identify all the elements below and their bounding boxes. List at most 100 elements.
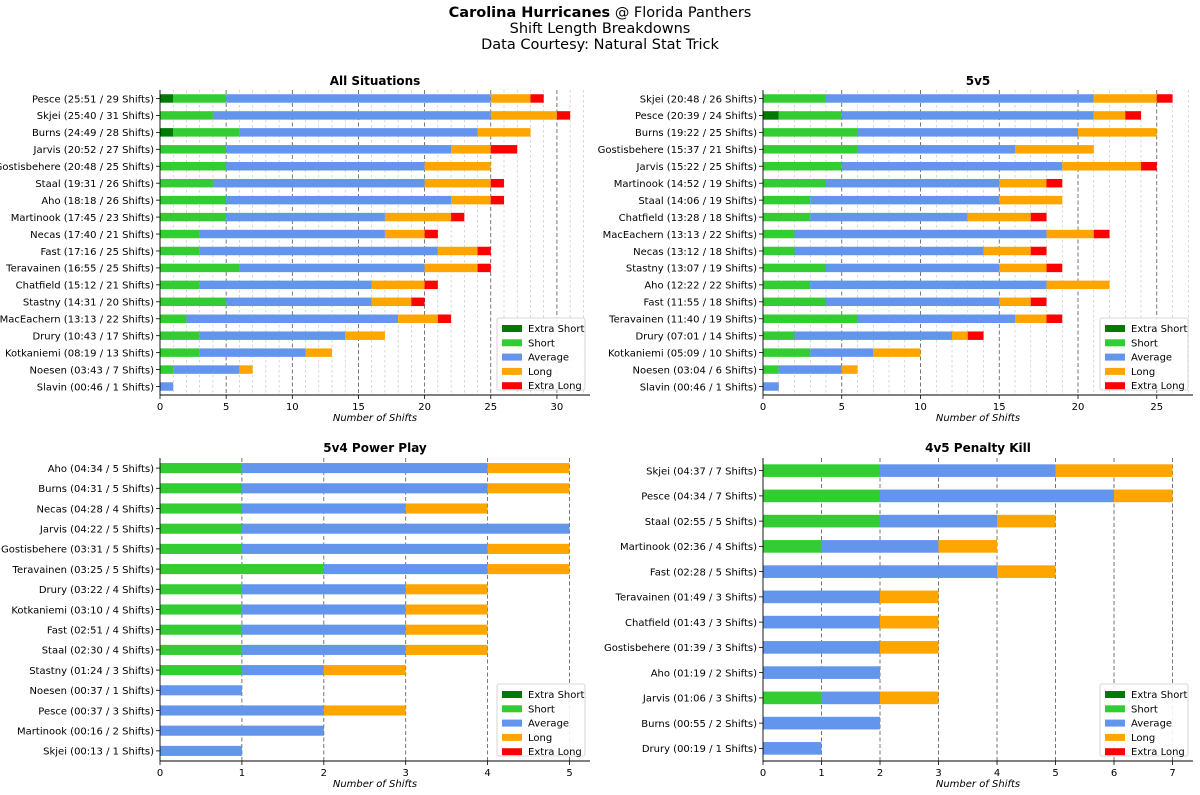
bar-segment <box>226 162 425 171</box>
bar-segment <box>778 365 842 374</box>
legend-label: Extra Long <box>1131 747 1185 758</box>
bar-segment <box>983 246 1031 256</box>
x-axis-label: Number of Shifts <box>333 413 417 424</box>
bar-segment <box>371 297 412 307</box>
bar-segment <box>763 691 822 705</box>
bar-segment <box>763 565 998 578</box>
bar-segment <box>241 503 406 514</box>
bar-segment <box>241 665 324 676</box>
bar-segment <box>487 564 570 575</box>
legend-swatch <box>502 748 522 756</box>
bar-segment <box>173 128 240 137</box>
bar-segment <box>490 94 531 103</box>
chart-title: 5v4 Power Play <box>323 441 427 455</box>
y-tick-label: Martinook (14:52 / 19 Shifts) <box>614 179 757 190</box>
legend-swatch <box>502 719 522 727</box>
bar-segment <box>1125 111 1142 120</box>
bar-segment <box>160 94 174 103</box>
legend-label: Long <box>528 733 552 744</box>
bar-segment <box>199 348 306 357</box>
legend-label: Extra Short <box>528 690 584 701</box>
bar-segment <box>1030 212 1047 222</box>
bar-segment <box>160 503 242 514</box>
bar-segment <box>826 297 1000 307</box>
bar-segment <box>763 365 779 374</box>
bar-segment <box>1046 178 1063 188</box>
y-tick-label: Noesen (00:37 / 1 Shifts) <box>30 686 155 697</box>
x-tick-label: 3 <box>935 768 941 779</box>
y-tick-label: Aho (04:34 / 5 Shifts) <box>48 464 154 475</box>
y-tick-label: Aho (12:22 / 22 Shifts) <box>644 281 757 292</box>
y-tick-label: Stastny (01:24 / 3 Shifts) <box>29 666 154 677</box>
bar-segment <box>763 382 779 391</box>
bar-segment <box>763 297 827 307</box>
bar-segment <box>405 644 488 655</box>
bar-segment <box>239 128 478 137</box>
bar-segment <box>487 463 570 474</box>
chart-title: All Situations <box>330 74 421 88</box>
bar-segment <box>160 705 324 716</box>
bar-segment <box>952 331 968 340</box>
bar-segment <box>323 705 406 716</box>
x-tick-label: 10 <box>914 402 927 413</box>
y-tick-label: Martinook (02:36 / 4 Shifts) <box>620 542 757 553</box>
bar-segment <box>794 229 1047 239</box>
bar-segment <box>160 584 242 595</box>
bar-segment <box>437 246 478 256</box>
bar-segment <box>826 263 1000 273</box>
bar-segment <box>160 685 242 696</box>
legend-swatch <box>1105 353 1125 361</box>
legend-swatch <box>1105 748 1125 756</box>
y-tick-label: Teravainen (03:25 / 5 Shifts) <box>12 565 155 576</box>
y-tick-label: Teravainen (16:55 / 25 Shifts) <box>5 264 154 275</box>
x-tick-label: 15 <box>993 402 1006 413</box>
y-tick-label: Jarvis (20:52 / 27 Shifts) <box>33 145 155 156</box>
bar-segment <box>226 94 491 103</box>
y-tick-label: Chatfield (01:43 / 3 Shifts) <box>625 618 757 629</box>
bar-segment <box>241 523 570 534</box>
bar-segment <box>160 604 242 615</box>
y-tick-label: Pesce (25:51 / 29 Shifts) <box>32 94 154 105</box>
bar-segment <box>241 624 406 635</box>
y-tick-label: Drury (03:22 / 4 Shifts) <box>39 585 154 596</box>
y-tick-label: Kotkaniemi (03:10 / 4 Shifts) <box>11 605 154 616</box>
bar-segment <box>160 178 213 188</box>
bar-segment <box>323 564 488 575</box>
bar-segment <box>1015 145 1094 154</box>
bar-segment <box>763 540 822 553</box>
bar-segment <box>763 331 795 340</box>
x-tick-label: 1 <box>239 768 245 779</box>
bar-segment <box>967 331 984 340</box>
bar-segment <box>451 145 491 154</box>
legend-swatch <box>1105 367 1125 375</box>
y-tick-label: Staal (02:30 / 4 Shifts) <box>42 646 154 657</box>
bar-segment <box>763 94 827 103</box>
bar-segment <box>530 94 544 103</box>
bar-segment <box>384 212 452 222</box>
bar-segment <box>490 111 557 120</box>
y-tick-label: Slavin (00:46 / 1 Shifts) <box>37 382 154 393</box>
y-tick-label: MacEachern (13:13 / 22 Shifts) <box>0 315 154 326</box>
bar-segment <box>212 178 425 188</box>
bar-segment <box>1141 162 1157 171</box>
bar-segment <box>997 514 1056 528</box>
legend-label: Short <box>1131 338 1158 349</box>
bar-segment <box>160 145 227 154</box>
y-tick-label: MacEachern (13:13 / 22 Shifts) <box>603 230 757 241</box>
legend-swatch <box>1105 719 1125 727</box>
legend-label: Short <box>1131 704 1158 715</box>
chart-panel: Pesce (25:51 / 29 Shifts) Skjei (25:40 / … <box>0 74 590 424</box>
bar-segment <box>160 162 227 171</box>
figure-subtitle: Shift Length Breakdowns <box>509 21 691 37</box>
legend-label: Long <box>528 367 552 378</box>
x-tick-label: 1 <box>818 768 824 779</box>
bar-segment <box>424 280 438 290</box>
y-tick-label: Teravainen (01:49 / 3 Shifts) <box>615 593 758 604</box>
bar-segment <box>763 111 779 120</box>
bar-segment <box>160 348 200 357</box>
x-tick-label: 4 <box>484 768 490 779</box>
team-name: Carolina Hurricanes <box>448 5 611 21</box>
y-tick-label: Pesce (00:37 / 3 Shifts) <box>38 706 154 717</box>
y-tick-label: Fast (02:51 / 4 Shifts) <box>47 626 154 637</box>
legend-label: Extra Short <box>1131 690 1187 701</box>
